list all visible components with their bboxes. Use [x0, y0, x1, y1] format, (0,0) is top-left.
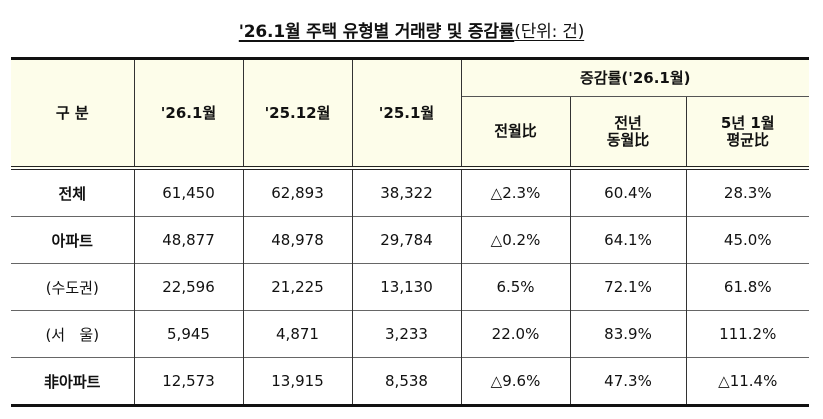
cell-yoy: 47.3% [569, 357, 687, 407]
header-yoy: 전년 동월比 [569, 96, 687, 168]
title-main: '26.1월 주택 유형별 거래량 및 증감률 [238, 22, 515, 42]
cell-mom: △2.3% [460, 166, 571, 217]
cell-mom: 6.5% [460, 263, 571, 311]
row-label: (수도권) [11, 263, 135, 311]
cell-5y-avg: 111.2% [685, 310, 810, 358]
cell-yoy: 83.9% [569, 310, 687, 358]
cell-5y-avg: 28.3% [685, 166, 810, 217]
cell-yoy: 72.1% [569, 263, 687, 311]
cell-jan26: 61,450 [133, 166, 244, 217]
cell-jan25: 3,233 [351, 310, 462, 358]
header-5y-avg: 5년 1월 평균比 [685, 96, 810, 168]
header-change-rate-group: 증감률('26.1월) [460, 57, 810, 97]
header-category: 구 분 [11, 57, 135, 168]
header-5y-avg-line2: 평균比 [726, 130, 770, 149]
cell-dec25: 13,915 [242, 357, 353, 407]
table-title: '26.1월 주택 유형별 거래량 및 증감률(단위: 건) [0, 19, 823, 45]
cell-jan25: 8,538 [351, 357, 462, 407]
table-row-total: 전체 61,450 62,893 38,322 △2.3% 60.4% 28.3… [11, 166, 810, 217]
cell-jan25: 38,322 [351, 166, 462, 217]
cell-5y-avg: △11.4% [685, 357, 810, 407]
cell-dec25: 48,978 [242, 216, 353, 264]
header-mom: 전월比 [461, 96, 571, 168]
cell-dec25: 4,871 [242, 310, 353, 358]
row-label: 非아파트 [11, 357, 135, 407]
header-yoy-line1: 전년 [614, 113, 642, 132]
row-label: 아파트 [11, 216, 135, 264]
table-row-apartment: 아파트 48,877 48,978 29,784 △0.2% 64.1% 45.… [11, 216, 810, 264]
table-row-seoul: (서 울) 5,945 4,871 3,233 22.0% 83.9% 111.… [11, 310, 810, 358]
header-jan25: '25.1월 [351, 57, 462, 168]
cell-dec25: 21,225 [242, 263, 353, 311]
cell-jan26: 5,945 [133, 310, 244, 358]
cell-mom: △0.2% [460, 216, 571, 264]
cell-jan26: 22,596 [133, 263, 244, 311]
transaction-table: 구 분 '26.1월 '25.12월 '25.1월 증감률('26.1월) 전월… [11, 57, 810, 407]
cell-5y-avg: 61.8% [685, 263, 810, 311]
table-row-non-apartment: 非아파트 12,573 13,915 8,538 △9.6% 47.3% △11… [11, 357, 810, 407]
cell-jan26: 12,573 [133, 357, 244, 407]
cell-jan25: 13,130 [351, 263, 462, 311]
table-row-capital-area: (수도권) 22,596 21,225 13,130 6.5% 72.1% 61… [11, 263, 810, 311]
header-jan26: '26.1월 [133, 57, 244, 168]
header-dec25: '25.12월 [242, 57, 353, 168]
title-unit: (단위: 건) [514, 22, 585, 42]
row-label: (서 울) [11, 310, 135, 358]
cell-jan26: 48,877 [133, 216, 244, 264]
cell-yoy: 64.1% [569, 216, 687, 264]
cell-jan25: 29,784 [351, 216, 462, 264]
cell-yoy: 60.4% [569, 166, 687, 217]
cell-dec25: 62,893 [242, 166, 353, 217]
header-yoy-line2: 동월比 [606, 130, 650, 149]
row-label: 전체 [11, 166, 135, 217]
cell-mom: △9.6% [460, 357, 571, 407]
cell-5y-avg: 45.0% [685, 216, 810, 264]
header-5y-avg-line1: 5년 1월 [720, 113, 775, 132]
cell-mom: 22.0% [460, 310, 571, 358]
